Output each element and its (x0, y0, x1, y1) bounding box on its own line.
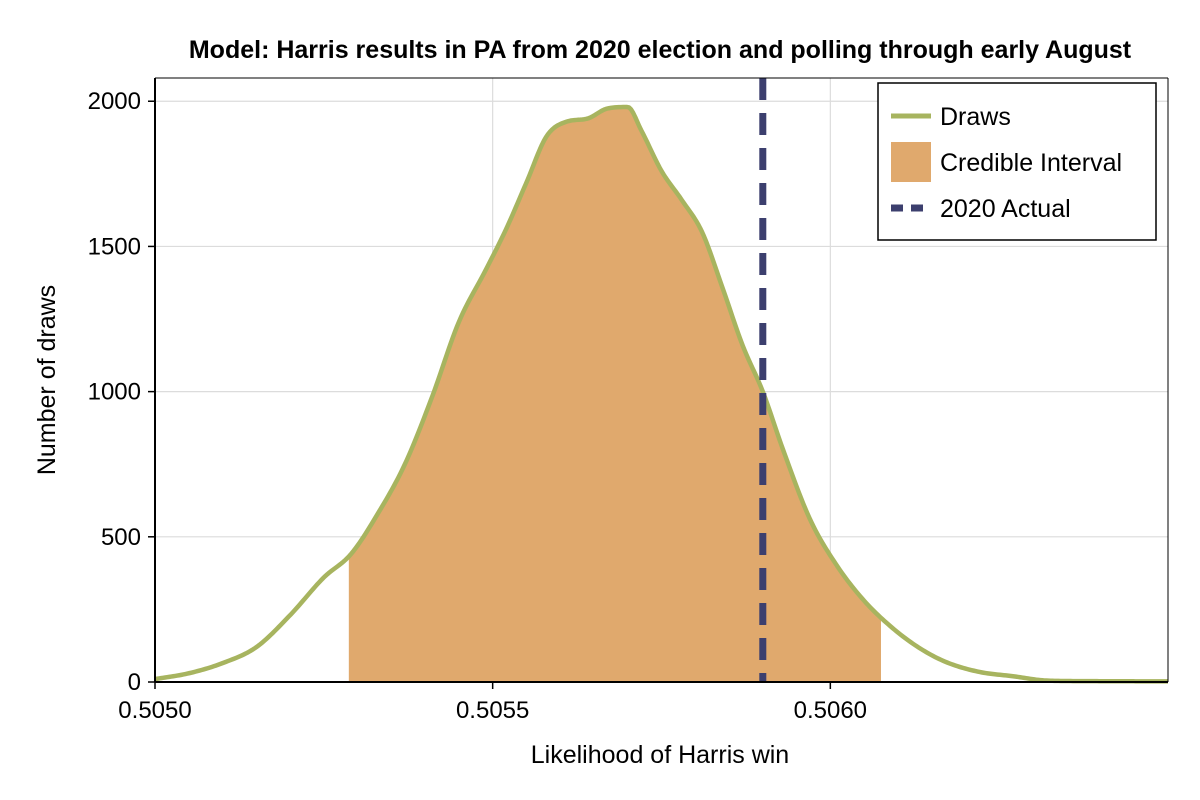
y-tick-label: 1500 (88, 233, 141, 260)
x-tick-label: 0.5050 (118, 697, 191, 724)
x-ticks: 0.5050 0.5055 0.5060 (118, 682, 867, 724)
y-ticks: 0 500 1000 1500 2000 (88, 88, 155, 696)
series-layer (154, 78, 1169, 684)
y-axis-title: Number of draws (33, 285, 61, 475)
y-tick-label: 0 (128, 669, 141, 696)
chart-title: Model: Harris results in PA from 2020 el… (189, 36, 1132, 64)
legend-swatch-credible-interval (891, 142, 931, 182)
draws-density-line (154, 104, 1169, 684)
credible-interval-area (348, 107, 881, 683)
x-tick-label: 0.5060 (794, 697, 867, 724)
y-tick-label: 2000 (88, 88, 141, 115)
legend-label-draws: Draws (940, 103, 1011, 131)
legend-label-2020-actual: 2020 Actual (940, 195, 1071, 223)
legend: Draws Credible Interval 2020 Actual (877, 82, 1157, 241)
legend-label-credible-interval: Credible Interval (940, 149, 1122, 177)
y-tick-label: 500 (101, 524, 141, 551)
x-axis-title: Likelihood of Harris win (531, 741, 789, 769)
y-tick-label: 1000 (88, 379, 141, 406)
x-tick-label: 0.5055 (456, 697, 529, 724)
